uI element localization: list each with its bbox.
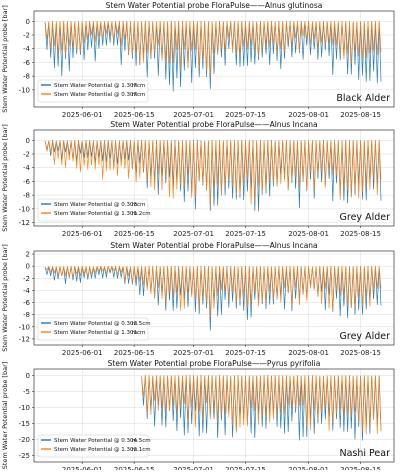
legend-probe-2: 07cm	[130, 92, 145, 98]
x-tick-label: 2025-08-15	[340, 230, 381, 238]
x-tick-label: 2025-06-15	[114, 466, 155, 470]
x-tick-label: 2025-06-01	[62, 349, 103, 357]
species-annotation: Black Alder	[336, 93, 390, 104]
x-tick-label: 2025-07-15	[225, 111, 266, 119]
legend-label-2: Stem Water Potential @ 0.3 m	[54, 92, 137, 98]
series-line-2	[44, 265, 382, 318]
x-tick-label: 2025-08-01	[288, 230, 329, 238]
y-tick-label: -10	[19, 205, 30, 213]
chart-panel-2: 0 -2 -4 -6 -8 -10 -12 2025-06-01 2025-06-15 2025-…	[1, 120, 395, 238]
legend-probe-2: 01.2cm	[130, 211, 151, 217]
legend-label-1: Stem Water Potential @ 0.3 m	[54, 321, 137, 327]
y-axis-label: Stem Water Potential probe [bar]	[1, 5, 9, 113]
legend-probe-2: 01cm	[130, 330, 145, 336]
x-tick-label: 2025-08-15	[340, 111, 381, 119]
legend-box	[37, 317, 149, 341]
chart-title: Stem Water Potential probe FloraPulse——P…	[108, 359, 321, 368]
x-tick-label: 2025-08-01	[288, 349, 329, 357]
legend-box	[37, 79, 149, 103]
chart-title: Stem Water Potential probe FloraPulse——A…	[110, 120, 317, 129]
plot-frame	[33, 368, 395, 463]
x-tick-label: 2025-08-15	[340, 349, 381, 357]
x-tick-label: 2025-07-15	[225, 466, 266, 470]
legend-label-2: Stem Water Potential @ 1.3 m	[54, 211, 137, 217]
chart-title: Stem Water Potential probe FloraPulse——A…	[110, 241, 317, 250]
legend-label-2: Stem Water Potential @ 1.3 m	[54, 330, 137, 336]
x-tick-label: 2025-06-01	[62, 111, 103, 119]
legend-label-2: Stem Water Potential @ 1.3 m	[54, 447, 137, 453]
y-tick-label: -8	[23, 73, 30, 81]
legend-label-1: Stem Water Potential @ 0.3 m	[54, 438, 137, 444]
series-line-2	[44, 20, 382, 77]
plot-frame	[33, 129, 395, 227]
y-tick-label: 0	[26, 137, 30, 145]
x-tick-label: 2025-07-01	[173, 111, 214, 119]
y-tick-label: -6	[23, 299, 31, 307]
series-line-2	[141, 375, 382, 435]
y-tick-label: -6	[23, 59, 31, 67]
y-tick-label: 0	[26, 18, 30, 26]
y-tick-label: -2	[23, 32, 30, 40]
y-tick-label: -10	[19, 404, 30, 412]
x-tick-label: 2025-08-01	[288, 111, 329, 119]
y-tick-label: -8	[23, 192, 30, 200]
x-tick-label: 2025-07-01	[173, 349, 214, 357]
chart-panel-1: 0 -2 -4 -6 -8 -10 2025-06-01 2025-06-15 2025-07-…	[1, 1, 395, 119]
legend-probe-2: 02.1cm	[130, 447, 151, 453]
plot-frame	[33, 10, 395, 108]
x-tick-label: 2025-07-15	[225, 230, 266, 238]
y-tick-label: -4	[23, 45, 31, 53]
legend-probe-1: 07cm	[130, 83, 145, 89]
chart-panel-3: 2 0 -2 -4 -6 -8 -10 -12 2025-06-01 2025-06-15 2025…	[1, 241, 395, 357]
x-tick-label: 2025-08-15	[340, 466, 381, 470]
y-tick-label: -8	[23, 311, 30, 319]
y-tick-label: -12	[19, 335, 30, 343]
legend-box	[37, 434, 149, 458]
species-annotation: Grey Alder	[340, 212, 391, 223]
y-tick-label: -6	[23, 178, 31, 186]
y-tick-label: -15	[19, 420, 30, 428]
legend-box	[37, 198, 149, 222]
y-tick-label: -25	[19, 452, 30, 460]
chart-title: Stem Water Potential probe FloraPulse——A…	[106, 1, 323, 10]
x-tick-label: 2025-07-15	[225, 349, 266, 357]
legend-probe-1: 02.5cm	[130, 321, 151, 327]
plot-frame	[33, 250, 395, 346]
x-tick-label: 2025-07-01	[173, 466, 214, 470]
legend-probe-1: 04.5cm	[130, 438, 151, 444]
x-tick-label: 2025-06-15	[114, 230, 155, 238]
y-tick-label: -5	[23, 388, 30, 396]
y-axis-label: Stem Water Potential probe [bar]	[1, 362, 9, 470]
x-tick-label: 2025-06-01	[62, 466, 103, 470]
x-tick-label: 2025-06-15	[114, 111, 155, 119]
y-tick-label: 0	[26, 372, 30, 380]
y-tick-label: -10	[19, 323, 30, 331]
y-tick-label: -10	[19, 86, 30, 94]
legend-probe-1: 03cm	[130, 202, 145, 208]
y-tick-label: -4	[23, 164, 31, 172]
y-axis-label: Stem Water Potential probe [bar]	[1, 124, 9, 232]
x-tick-label: 2025-07-01	[173, 230, 214, 238]
x-tick-label: 2025-06-01	[62, 230, 103, 238]
y-tick-label: 0	[26, 263, 30, 271]
y-tick-label: -2	[23, 275, 30, 283]
x-tick-label: 2025-06-15	[114, 349, 155, 357]
y-tick-label: -4	[23, 287, 31, 295]
y-axis-label: Stem Water Potential probe [bar]	[1, 244, 9, 352]
y-tick-label: -2	[23, 151, 30, 159]
species-annotation: Grey Alder	[340, 331, 391, 342]
x-tick-label: 2025-08-01	[288, 466, 329, 470]
series-line-2	[44, 139, 382, 206]
y-tick-label: -12	[19, 219, 30, 227]
chart-panel-4: 0 -5 -10 -15 -20 -25 2025-06-01 2025-06-15 2025-…	[1, 359, 395, 474]
legend-label-1: Stem Water Potential @ 0.3 m	[54, 202, 137, 208]
species-annotation: Nashi Pear	[339, 448, 390, 459]
y-tick-label: -20	[19, 436, 30, 444]
y-tick-label: 2	[26, 251, 30, 259]
legend-label-1: Stem Water Potential @ 1.3 m	[54, 83, 137, 89]
